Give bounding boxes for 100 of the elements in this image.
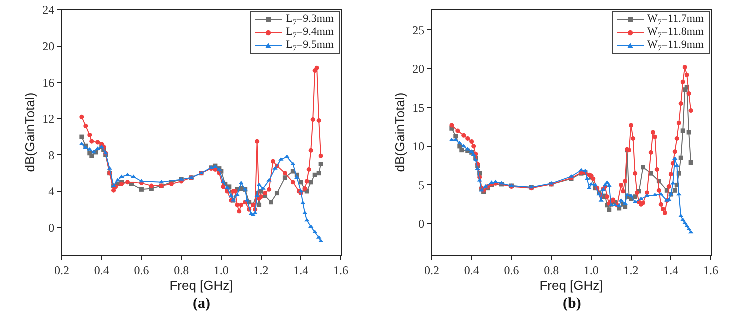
x-axis-title: Freq [GHz] bbox=[170, 278, 234, 293]
x-tick-label: 1.2 bbox=[254, 263, 269, 278]
point bbox=[678, 156, 684, 160]
point bbox=[270, 159, 276, 164]
y-tick-label: 10 bbox=[412, 140, 425, 154]
y-tick-label: 0 bbox=[48, 220, 55, 235]
point bbox=[87, 147, 92, 151]
point bbox=[91, 150, 96, 154]
point bbox=[670, 181, 676, 185]
x-tick-label: 1.4 bbox=[664, 263, 679, 278]
x-tick-label: 0.8 bbox=[174, 263, 190, 278]
point bbox=[602, 182, 608, 186]
point bbox=[239, 202, 244, 208]
point bbox=[88, 132, 92, 138]
point bbox=[304, 179, 310, 184]
point bbox=[257, 202, 262, 208]
text: (a) bbox=[193, 296, 210, 312]
point bbox=[678, 214, 684, 218]
point bbox=[80, 114, 84, 120]
point bbox=[686, 130, 692, 135]
point bbox=[312, 172, 318, 178]
x-tick-label: 1.6 bbox=[704, 263, 718, 278]
point bbox=[308, 180, 314, 185]
point bbox=[256, 182, 262, 186]
point bbox=[304, 218, 310, 222]
point bbox=[310, 118, 316, 122]
point bbox=[267, 187, 272, 192]
point bbox=[255, 139, 260, 144]
legend-label: W$_{7}$=11.9mm bbox=[647, 39, 704, 54]
point bbox=[475, 166, 480, 170]
y-axis-title: dB(GainTotal) bbox=[22, 92, 38, 172]
point bbox=[96, 140, 100, 145]
x-tick-label: 1.0 bbox=[214, 263, 229, 278]
point bbox=[126, 180, 130, 185]
point bbox=[131, 174, 136, 178]
point bbox=[228, 194, 234, 198]
point bbox=[460, 148, 464, 153]
y-tick-label: 24 bbox=[42, 3, 55, 18]
y-tick-label: 8 bbox=[48, 148, 55, 162]
point bbox=[139, 187, 144, 192]
x-tick-label: 1.2 bbox=[624, 263, 639, 278]
y-tick-label: 5 bbox=[418, 178, 425, 192]
point bbox=[316, 171, 322, 176]
point bbox=[90, 139, 94, 144]
point bbox=[237, 209, 242, 214]
point bbox=[221, 184, 226, 190]
x-tick-label: 1.4 bbox=[294, 263, 309, 278]
point bbox=[290, 180, 296, 185]
x-tick-label: 0.6 bbox=[504, 263, 520, 278]
point bbox=[90, 154, 94, 158]
legend-label: L$_{7}$=9.3mm bbox=[286, 13, 334, 28]
legend-label: L$_{7}$=9.4mm bbox=[286, 26, 334, 40]
y-tick-label: 16 bbox=[42, 76, 55, 90]
y-tick-label: 15 bbox=[412, 100, 425, 115]
point bbox=[618, 198, 624, 202]
x-tick-label: 0.8 bbox=[544, 263, 560, 278]
point bbox=[638, 196, 644, 200]
point bbox=[454, 134, 458, 139]
point bbox=[471, 152, 476, 156]
y-tick-label: 25 bbox=[412, 23, 425, 38]
point bbox=[633, 194, 638, 200]
y-tick-label: 20 bbox=[42, 40, 55, 54]
x-tick-label: 0.4 bbox=[94, 263, 110, 278]
point bbox=[306, 167, 312, 172]
point bbox=[316, 118, 322, 123]
point bbox=[263, 191, 268, 196]
point bbox=[80, 134, 84, 140]
point bbox=[269, 200, 274, 205]
point bbox=[298, 189, 304, 193]
legend-label: L$_{7}$=9.5mm bbox=[286, 39, 334, 54]
point bbox=[318, 154, 324, 158]
legend-label: W$_{7}$=11.8mm bbox=[647, 26, 704, 40]
point bbox=[461, 144, 466, 148]
point bbox=[473, 158, 478, 162]
point bbox=[112, 188, 116, 193]
point bbox=[672, 188, 678, 193]
point bbox=[489, 180, 494, 184]
point bbox=[298, 180, 304, 185]
point bbox=[318, 162, 324, 167]
point bbox=[680, 128, 686, 134]
point bbox=[278, 157, 284, 161]
point bbox=[688, 160, 694, 165]
x-axis-title: Freq [GHz] bbox=[540, 278, 604, 293]
point bbox=[274, 191, 280, 196]
y-axis-title: dB(GainTotal) bbox=[392, 92, 408, 172]
y-tick-label: 4 bbox=[48, 184, 55, 199]
legend-label: W$_{7}$=11.7mm bbox=[647, 13, 704, 28]
point bbox=[604, 180, 610, 184]
x-tick-label: 0.2 bbox=[54, 263, 70, 278]
x-tick-label: 0.2 bbox=[424, 263, 440, 278]
text: (b) bbox=[563, 296, 582, 312]
point bbox=[282, 171, 288, 176]
point bbox=[159, 180, 164, 184]
point bbox=[606, 184, 612, 188]
y-tick-label: 20 bbox=[412, 62, 425, 76]
x-tick-label: 1.6 bbox=[334, 263, 348, 278]
y-tick-label: 0 bbox=[418, 217, 425, 232]
point bbox=[149, 184, 154, 188]
x-tick-label: 0.4 bbox=[464, 263, 480, 278]
point bbox=[308, 148, 314, 153]
